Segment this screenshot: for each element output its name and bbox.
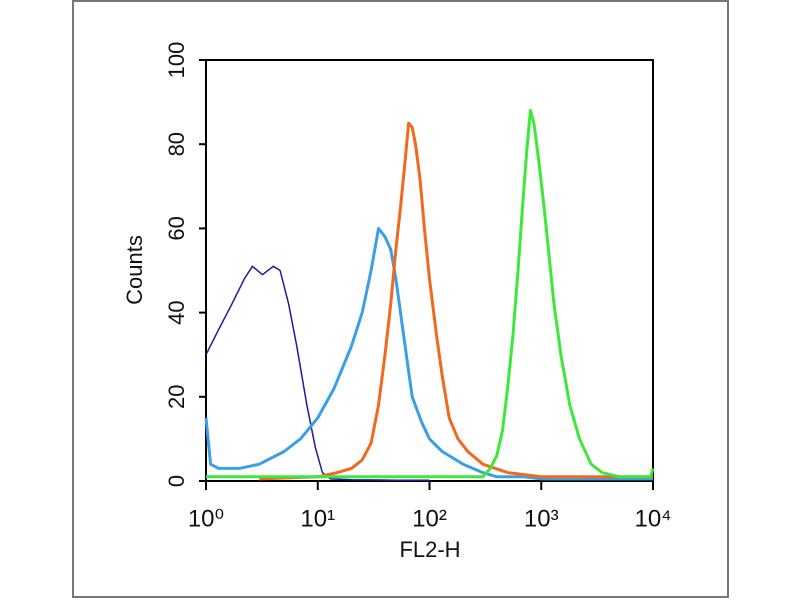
y-tick-label: 60 bbox=[164, 216, 189, 240]
y-tick-label: 100 bbox=[164, 42, 189, 79]
histogram-line bbox=[259, 121, 653, 481]
histogram-line bbox=[204, 226, 653, 481]
x-tick-label: 10¹ bbox=[300, 505, 335, 532]
x-tick-label: 10⁴ bbox=[634, 505, 671, 532]
y-tick-label: 80 bbox=[164, 132, 189, 156]
x-tick-label: 10² bbox=[412, 505, 447, 532]
x-tick-label: 10⁰ bbox=[188, 505, 224, 532]
y-axis-label: Counts bbox=[122, 235, 147, 305]
x-tick-label: 10³ bbox=[524, 505, 559, 532]
x-axis-label: FL2-H bbox=[399, 537, 460, 562]
y-tick-label: 40 bbox=[164, 300, 189, 324]
y-tick-label: 20 bbox=[164, 385, 189, 409]
outer-frame bbox=[72, 0, 729, 598]
histogram-line bbox=[205, 265, 430, 481]
y-tick-label: 0 bbox=[164, 475, 189, 487]
histogram-line bbox=[206, 109, 655, 479]
